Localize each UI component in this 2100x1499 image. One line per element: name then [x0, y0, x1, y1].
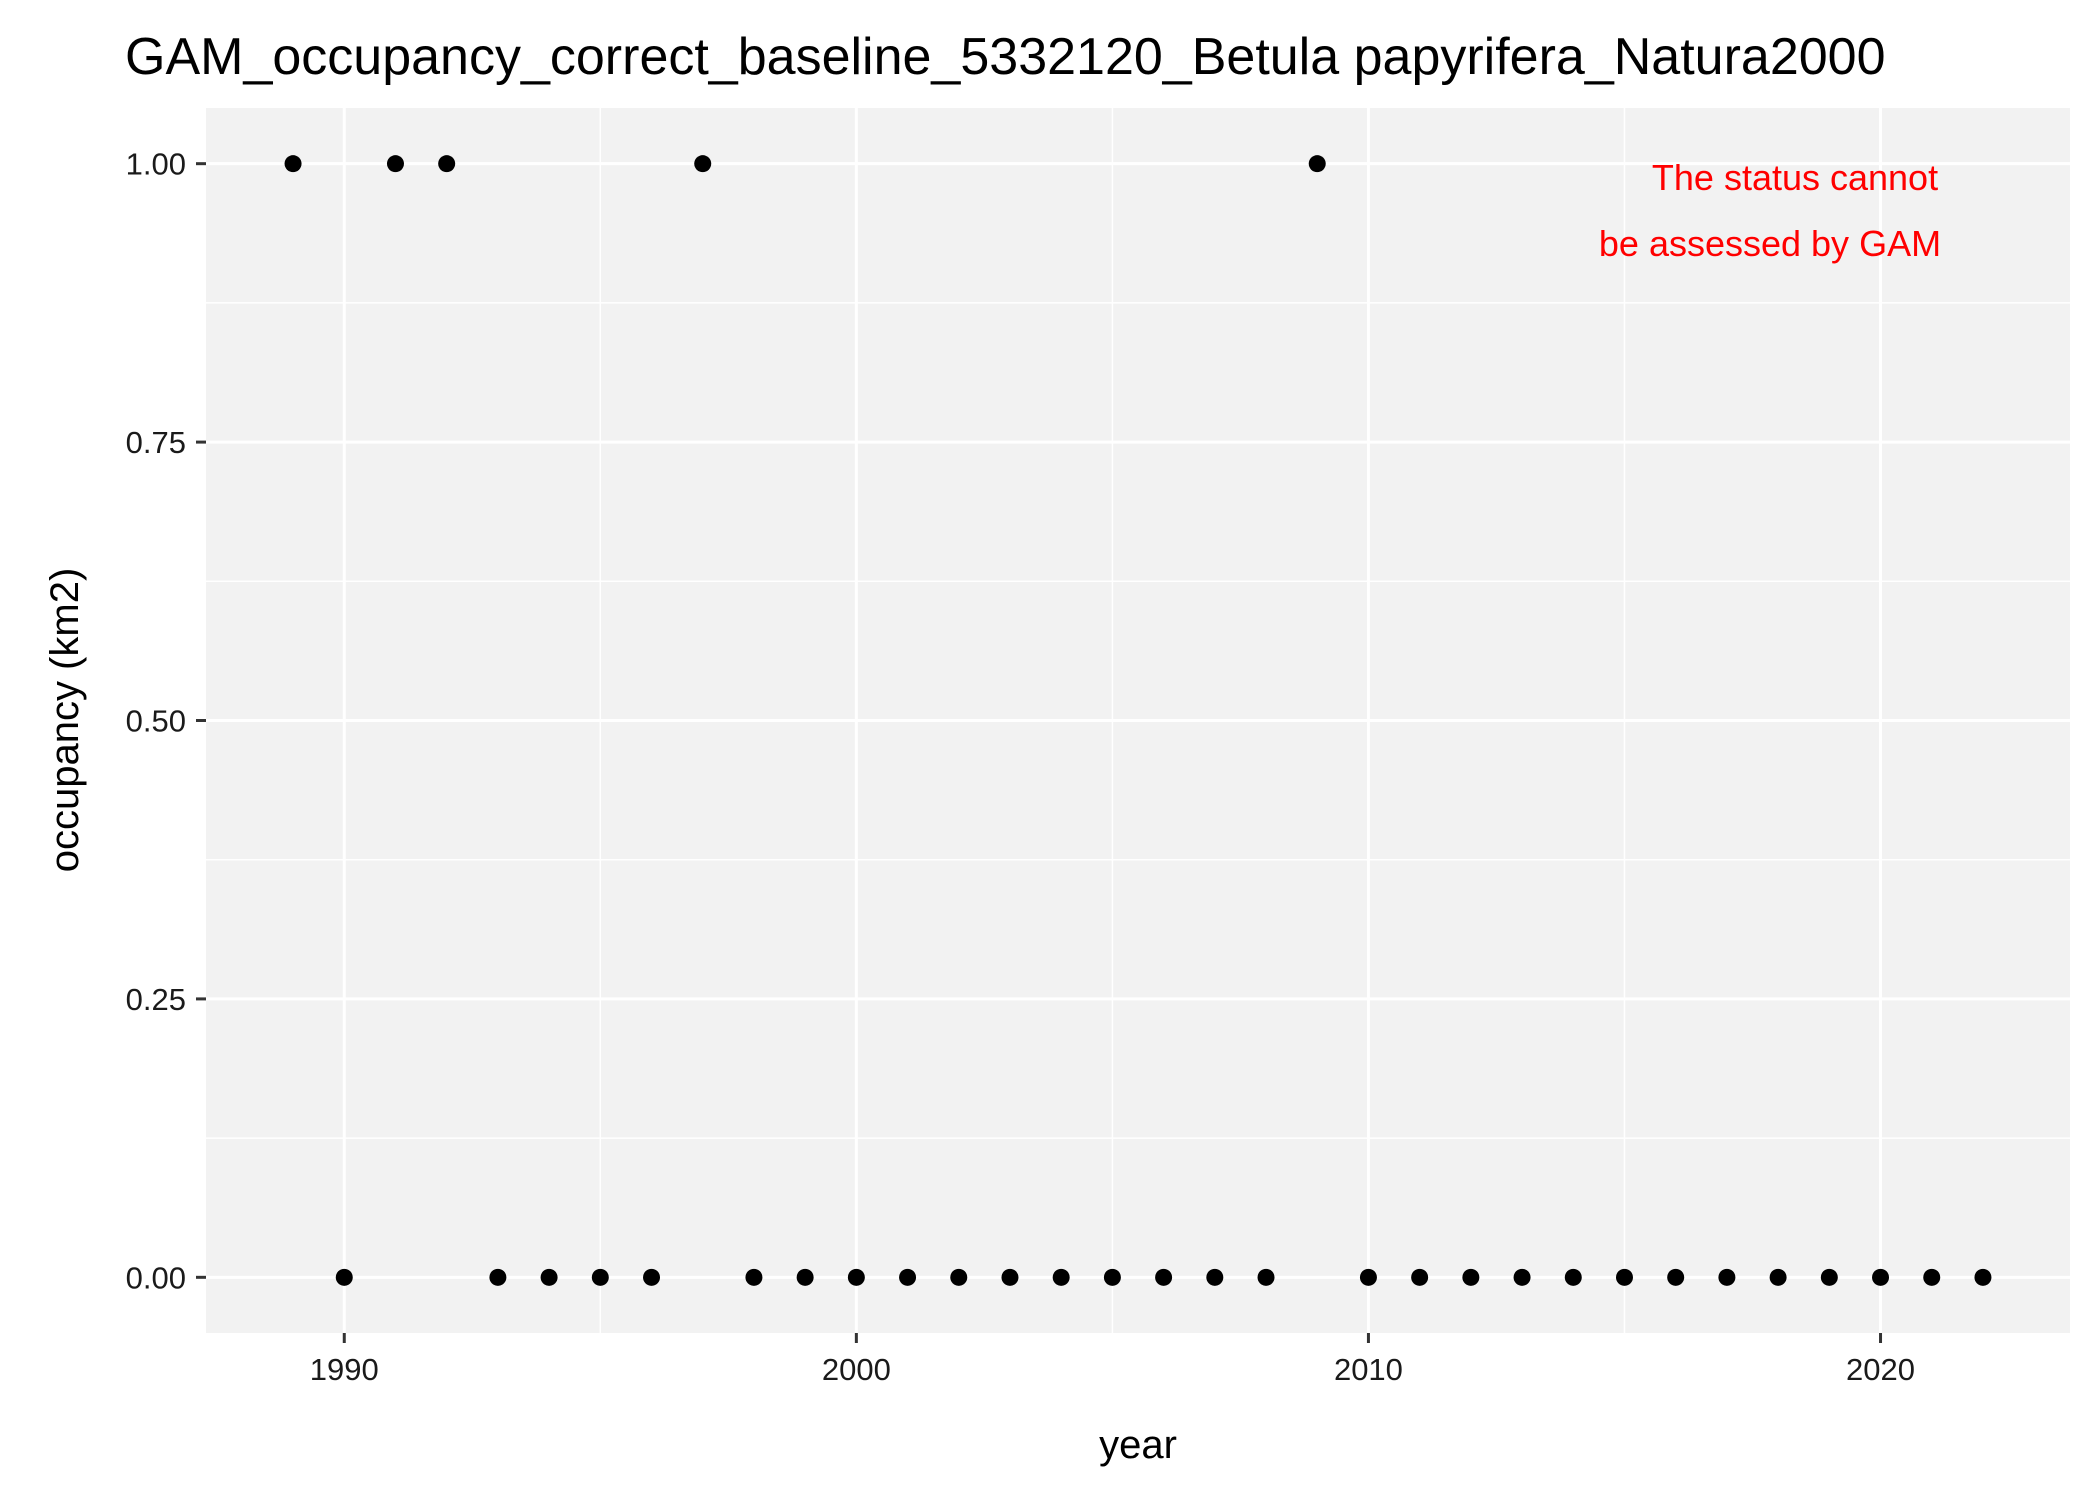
data-point-2009	[1308, 155, 1326, 173]
data-point-2001	[899, 1268, 917, 1286]
data-point-2010	[1359, 1268, 1377, 1286]
data-point-2022	[1974, 1268, 1992, 1286]
data-point-2003	[1001, 1268, 1019, 1286]
data-point-2018	[1769, 1268, 1787, 1286]
data-point-2007	[1206, 1268, 1224, 1286]
data-points	[284, 155, 1992, 1286]
chart-title: GAM_occupancy_correct_baseline_5332120_B…	[125, 28, 1886, 86]
data-point-2015	[1615, 1268, 1633, 1286]
data-point-1998	[745, 1268, 763, 1286]
x-tick-label-2: 2010	[1334, 1352, 1403, 1387]
data-point-1995	[591, 1268, 609, 1286]
data-point-2019	[1820, 1268, 1838, 1286]
data-point-2000	[847, 1268, 865, 1286]
data-point-2012	[1462, 1268, 1480, 1286]
data-point-2011	[1411, 1268, 1429, 1286]
y-axis-title: occupancy (km2)	[43, 568, 87, 873]
data-point-2008	[1257, 1268, 1275, 1286]
data-point-2014	[1564, 1268, 1582, 1286]
data-point-1997	[694, 155, 712, 173]
y-tick-label-2: 0.50	[126, 704, 186, 739]
y-tick-label-4: 1.00	[126, 147, 186, 182]
data-point-1994	[540, 1268, 558, 1286]
data-point-1989	[284, 155, 302, 173]
y-axis: 0.00 0.25 0.50 0.75 1.00	[126, 147, 206, 1295]
annotation-line-2: be assessed by GAM	[1599, 223, 1941, 264]
data-point-2021	[1923, 1268, 1941, 1286]
x-tick-label-3: 2020	[1846, 1352, 1915, 1387]
x-tick-label-0: 1990	[310, 1352, 379, 1387]
annotation-line-1: The status cannot	[1652, 157, 1938, 198]
data-point-2016	[1667, 1268, 1685, 1286]
x-axis: 1990 2000 2010 2020	[310, 1333, 1915, 1387]
x-axis-title: year	[1099, 1423, 1177, 1467]
data-point-2017	[1718, 1268, 1736, 1286]
data-point-2020	[1872, 1268, 1890, 1286]
data-point-1993	[489, 1268, 507, 1286]
data-point-2002	[950, 1268, 968, 1286]
data-point-1991	[386, 155, 404, 173]
major-grid	[206, 108, 2070, 1333]
data-point-2006	[1155, 1268, 1173, 1286]
data-point-1996	[643, 1268, 661, 1286]
data-point-2005	[1103, 1268, 1121, 1286]
x-tick-label-1: 2000	[822, 1352, 891, 1387]
data-point-1992	[438, 155, 456, 173]
y-tick-label-0: 0.00	[126, 1260, 186, 1295]
data-point-1999	[796, 1268, 814, 1286]
data-point-2013	[1513, 1268, 1531, 1286]
y-tick-label-1: 0.25	[126, 982, 186, 1017]
data-point-2004	[1052, 1268, 1070, 1286]
y-tick-label-3: 0.75	[126, 425, 186, 460]
data-point-1990	[335, 1268, 353, 1286]
